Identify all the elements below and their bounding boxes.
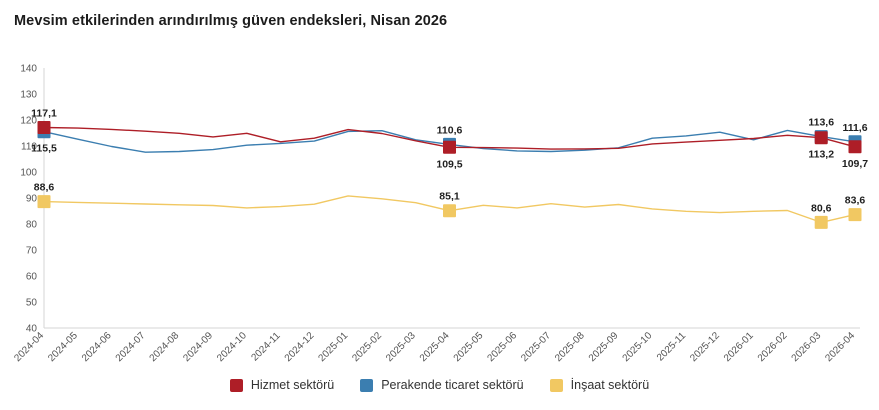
data-label-hizmet: 109,5 [436,158,462,170]
y-tick-label: 50 [26,298,38,309]
series-marker-hizmet [37,121,51,134]
series-marker-insaat [443,204,456,218]
data-label-insaat: 88,6 [34,182,55,194]
x-tick-label: 2025-05 [452,330,486,364]
y-tick-label: 40 [26,324,38,335]
series-marker-hizmet [814,131,828,145]
data-label-hizmet: 109,7 [842,158,868,170]
x-tick-label: 2026-01 [722,330,756,364]
x-tick-label: 2024-07 [114,330,148,364]
x-tick-label: 2025-02 [350,330,384,364]
data-label-insaat: 85,1 [439,191,460,203]
series-marker-insaat [37,195,51,209]
series-marker-hizmet [848,140,862,154]
x-tick-label: 2024-05 [46,330,80,364]
legend-label-perakende: Perakende ticaret sektörü [381,378,524,392]
data-label-perakende: 113,6 [808,117,834,129]
x-tick-label: 2025-10 [621,330,655,364]
x-tick-label: 2025-07 [519,330,553,364]
data-label-perakende: 110,6 [437,124,463,136]
x-tick-label: 2025-01 [317,330,351,364]
legend-item-perakende: Perakende ticaret sektörü [360,378,524,392]
legend-swatch-perakende [360,378,374,392]
series-marker-insaat [848,208,862,222]
x-tick-label: 2024-09 [181,330,215,364]
y-tick-label: 60 [26,272,38,283]
data-label-perakende: 111,6 [842,122,867,134]
data-label-insaat: 83,6 [845,195,866,207]
y-tick-label: 70 [26,246,38,257]
x-tick-label: 2024-10 [215,330,249,364]
chart-legend: Hizmet sektörü Perakende ticaret sektörü İ… [0,378,879,392]
x-tick-label: 2024-08 [148,330,182,364]
legend-label-hizmet: Hizmet sektörü [250,378,335,392]
x-tick-label: 2026-04 [823,330,857,364]
y-tick-label: 130 [20,90,37,101]
chart-title: Mevsim etkilerinden arındırılmış güven e… [14,13,448,29]
data-label-hizmet: 117,1 [31,108,57,120]
series-marker-insaat [814,215,828,229]
x-tick-label: 2025-03 [384,330,418,364]
x-tick-label: 2025-08 [553,330,587,364]
x-tick-label: 2025-04 [418,330,452,364]
x-tick-label: 2025-06 [485,330,519,364]
x-tick-label: 2024-12 [283,330,317,364]
legend-swatch-hizmet [229,378,243,392]
data-label-hizmet: 113,2 [808,149,834,161]
data-label-insaat: 80,6 [811,202,832,214]
y-tick-label: 90 [26,194,38,205]
x-tick-label: 2024-04 [12,330,46,364]
y-tick-label: 100 [20,168,37,179]
y-tick-label: 120 [20,116,37,127]
legend-item-hizmet: Hizmet sektörü [229,378,335,392]
x-tick-label: 2025-12 [688,330,722,364]
x-tick-label: 2026-03 [790,330,824,364]
x-tick-label: 2024-11 [249,330,283,364]
legend-item-insaat: İnşaat sektörü [549,378,650,392]
x-tick-label: 2025-11 [655,330,689,364]
x-tick-label: 2025-09 [587,330,621,364]
x-tick-label: 2024-06 [80,330,114,364]
series-marker-hizmet [443,140,456,154]
data-label-perakende: 115,5 [31,143,57,155]
y-tick-label: 80 [26,220,38,231]
x-tick-label: 2026-02 [756,330,790,364]
legend-swatch-insaat [549,378,563,392]
y-tick-label: 110 [21,142,37,153]
y-tick-label: 140 [20,64,37,75]
legend-label-insaat: İnşaat sektörü [570,378,650,392]
